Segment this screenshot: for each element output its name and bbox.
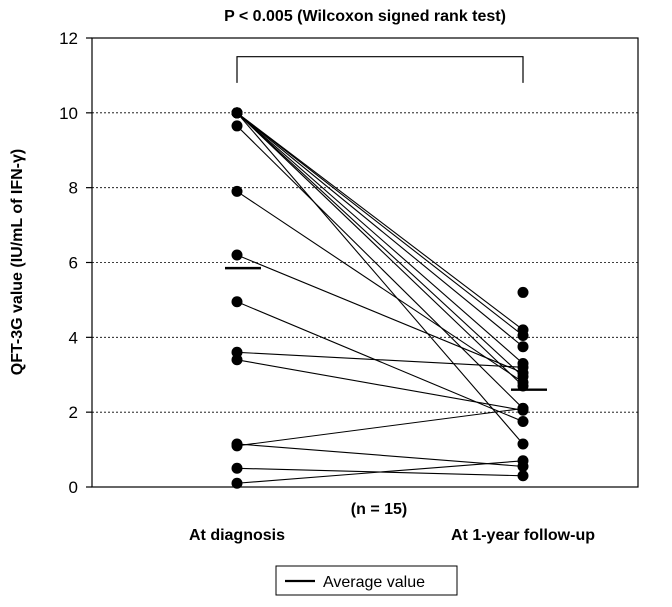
pair-line bbox=[236, 112, 524, 364]
point-diagnosis bbox=[231, 249, 243, 261]
average-markers bbox=[225, 266, 547, 391]
bracket-line bbox=[236, 56, 524, 83]
pair-line bbox=[236, 112, 524, 348]
chart-title: P < 0.005 (Wilcoxon signed rank test) bbox=[224, 8, 506, 25]
significance-bracket bbox=[236, 56, 524, 83]
y-tick-label: 8 bbox=[69, 179, 78, 198]
y-tick-label: 10 bbox=[59, 104, 78, 123]
data-points bbox=[231, 107, 529, 489]
point-followup bbox=[517, 402, 529, 414]
point-followup bbox=[517, 455, 529, 467]
y-tick-label: 4 bbox=[69, 328, 78, 347]
pair-line bbox=[236, 351, 524, 368]
y-tick-label: 2 bbox=[69, 403, 78, 422]
y-tick-label: 12 bbox=[59, 29, 78, 48]
category-label-followup: At 1-year follow-up bbox=[451, 527, 595, 544]
point-followup bbox=[517, 341, 529, 353]
pair-line bbox=[236, 112, 524, 378]
point-followup bbox=[517, 361, 529, 373]
y-tick-label: 0 bbox=[69, 478, 78, 497]
pair-line bbox=[236, 190, 524, 383]
x-axis-label: (n = 15) bbox=[351, 501, 407, 518]
pair-line bbox=[236, 112, 524, 336]
pair-line bbox=[236, 301, 524, 423]
legend-label: Average value bbox=[323, 574, 425, 591]
pair-line bbox=[236, 112, 524, 445]
pair-lines bbox=[236, 112, 524, 484]
pair-line bbox=[236, 125, 524, 409]
pair-line bbox=[236, 443, 524, 467]
pair-line bbox=[236, 254, 524, 374]
point-followup bbox=[517, 286, 529, 298]
pair-line bbox=[236, 112, 524, 387]
point-followup bbox=[517, 470, 529, 482]
y-axis-label: QFT-3G value (IU/mL of IFN-γ) bbox=[9, 149, 26, 375]
point-diagnosis bbox=[231, 477, 243, 489]
point-diagnosis bbox=[231, 120, 243, 132]
category-label-diagnosis: At diagnosis bbox=[189, 527, 285, 544]
point-followup bbox=[517, 376, 529, 388]
point-followup bbox=[517, 416, 529, 428]
pair-line bbox=[236, 359, 524, 411]
point-diagnosis bbox=[231, 185, 243, 197]
point-diagnosis bbox=[231, 462, 243, 474]
pair-line bbox=[236, 460, 524, 484]
point-diagnosis bbox=[231, 440, 243, 452]
y-axis-ticks: 0 2 4 6 8 10 12 bbox=[59, 29, 92, 497]
pair-line bbox=[236, 112, 524, 331]
point-followup bbox=[517, 438, 529, 450]
point-diagnosis bbox=[231, 296, 243, 308]
gridlines bbox=[92, 112, 638, 413]
pair-line bbox=[236, 407, 524, 447]
point-diagnosis bbox=[231, 107, 243, 119]
point-followup bbox=[517, 329, 529, 341]
y-tick-label: 6 bbox=[69, 254, 78, 273]
point-diagnosis bbox=[231, 354, 243, 366]
